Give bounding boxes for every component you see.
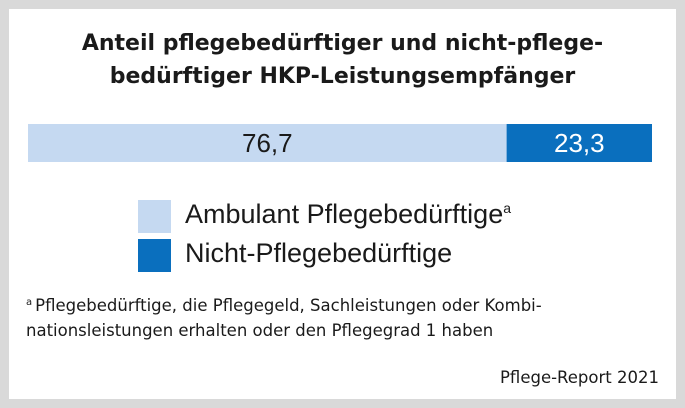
footnote: a Pflegebedürftige, die Pflegegeld, Sachl… xyxy=(26,293,666,343)
chart-title-line-1: Anteil pflegebedürftiger und nicht-pfleg… xyxy=(81,31,604,56)
legend-superscript-ambulant: a xyxy=(503,200,512,216)
footnote-text-1: Pflegebedürftige, die Pflegegeld, Sachle… xyxy=(35,296,542,315)
chart-title: Anteil pflegebedürftiger und nicht-pfleg… xyxy=(9,27,676,93)
footnote-line-1: a Pflegebedürftige, die Pflegegeld, Sachl… xyxy=(26,293,666,318)
bar-segment-1 xyxy=(28,124,507,162)
bar-segment-2 xyxy=(506,124,652,162)
legend-label-ambulant: Ambulant Pflegebedürftigea xyxy=(185,197,511,232)
footnote-mark: a xyxy=(26,296,33,308)
footnote-line-2: nationsleistungen erhalten oder den Pfle… xyxy=(26,321,494,340)
legend-swatch-nicht-pflegebeduerftige xyxy=(138,239,171,272)
bar-value-label-2: 23,3 xyxy=(554,128,605,158)
legend-text-nicht-pflegebeduerftige: Nicht-Pflegebedürftige xyxy=(185,238,453,268)
bar-value-label-1: 76,7 xyxy=(242,128,293,158)
legend-label-nicht-pflegebeduerftige: Nicht-Pflegebedürftige xyxy=(185,236,452,271)
source-note: Pflege-Report 2021 xyxy=(499,368,659,387)
chart-title-line-2: bedürftiger HKP-Leistungsempfänger xyxy=(109,64,576,89)
legend-text-ambulant: Ambulant Pflegebedürftige xyxy=(185,199,504,229)
legend-swatch-ambulant xyxy=(138,200,171,233)
